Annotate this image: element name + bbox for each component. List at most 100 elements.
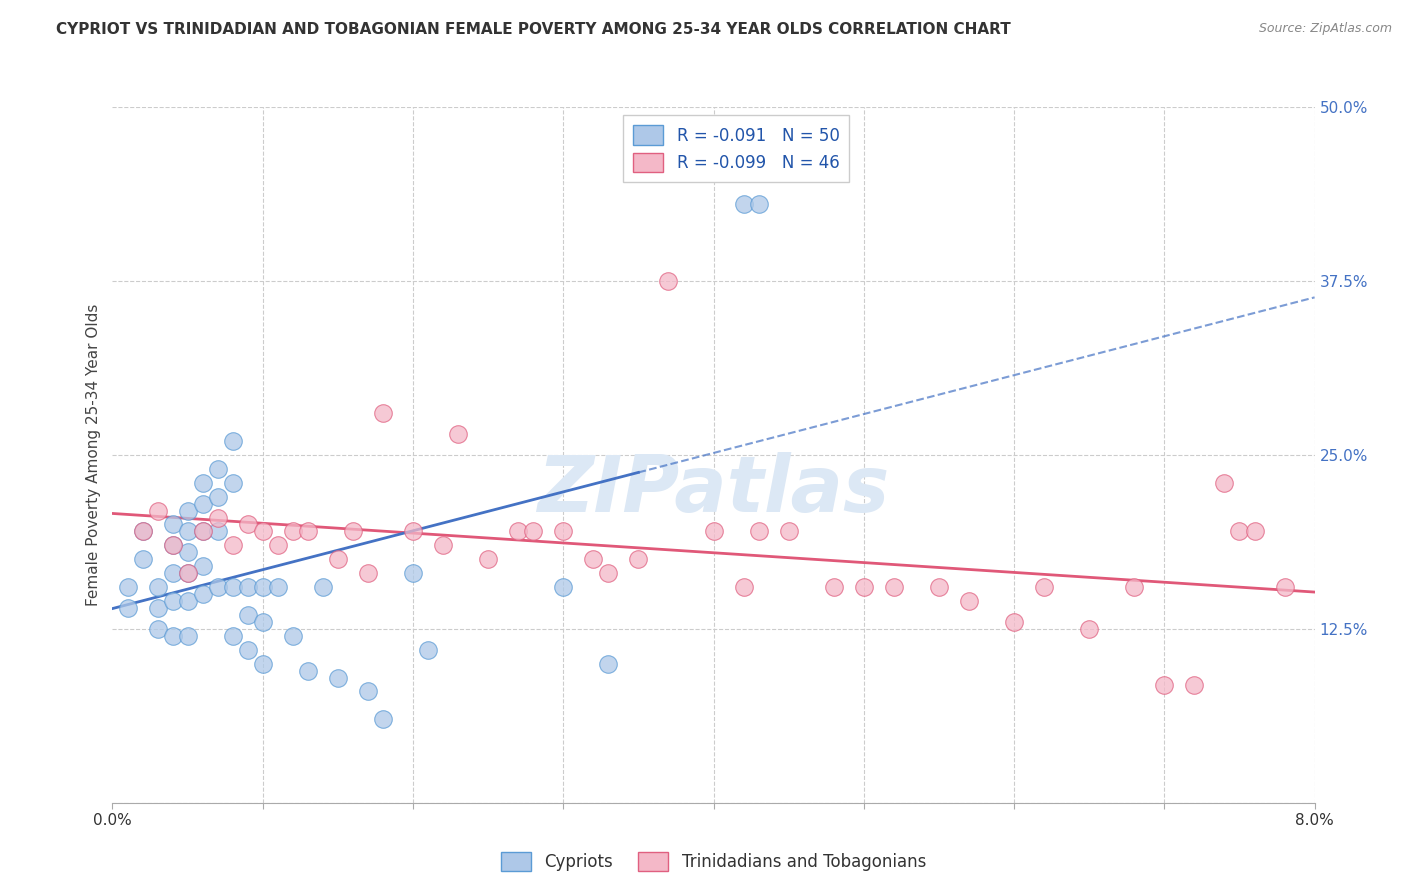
Point: [146, 622, 169, 636]
Point: [222, 434, 245, 448]
Text: CYPRIOT VS TRINIDADIAN AND TOBAGONIAN FEMALE POVERTY AMONG 25-34 YEAR OLDS CORRE: CYPRIOT VS TRINIDADIAN AND TOBAGONIAN FE…: [56, 22, 1011, 37]
Point: [162, 594, 184, 608]
Point: [733, 580, 755, 594]
Point: [702, 524, 725, 539]
Point: [342, 524, 364, 539]
Point: [582, 552, 605, 566]
Point: [191, 524, 214, 539]
Point: [1123, 580, 1146, 594]
Point: [297, 664, 319, 678]
Point: [823, 580, 845, 594]
Point: [1213, 475, 1236, 490]
Point: [222, 580, 245, 594]
Point: [416, 642, 439, 657]
Point: [522, 524, 544, 539]
Point: [207, 580, 229, 594]
Point: [207, 510, 229, 524]
Point: [371, 712, 394, 726]
Point: [297, 524, 319, 539]
Point: [928, 580, 950, 594]
Point: [162, 538, 184, 552]
Point: [627, 552, 650, 566]
Point: [176, 545, 198, 559]
Point: [1243, 524, 1265, 539]
Point: [176, 566, 198, 581]
Point: [222, 538, 245, 552]
Point: [1274, 580, 1296, 594]
Point: [191, 497, 214, 511]
Point: [432, 538, 454, 552]
Point: [371, 406, 394, 420]
Point: [146, 503, 169, 517]
Point: [598, 657, 620, 671]
Point: [312, 580, 335, 594]
Point: [162, 566, 184, 581]
Point: [252, 657, 274, 671]
Y-axis label: Female Poverty Among 25-34 Year Olds: Female Poverty Among 25-34 Year Olds: [86, 304, 101, 606]
Point: [162, 517, 184, 532]
Point: [191, 475, 214, 490]
Point: [778, 524, 800, 539]
Point: [357, 684, 380, 698]
Point: [326, 552, 349, 566]
Point: [748, 524, 770, 539]
Point: [131, 524, 153, 539]
Point: [117, 580, 139, 594]
Point: [252, 615, 274, 629]
Point: [236, 580, 259, 594]
Point: [176, 566, 198, 581]
Point: [477, 552, 499, 566]
Point: [733, 197, 755, 211]
Point: [281, 524, 304, 539]
Point: [236, 607, 259, 622]
Point: [236, 517, 259, 532]
Point: [162, 629, 184, 643]
Point: [117, 601, 139, 615]
Point: [281, 629, 304, 643]
Point: [957, 594, 980, 608]
Point: [176, 629, 198, 643]
Point: [146, 601, 169, 615]
Point: [222, 629, 245, 643]
Point: [657, 274, 679, 288]
Point: [207, 524, 229, 539]
Point: [1002, 615, 1025, 629]
Point: [1153, 677, 1175, 691]
Point: [852, 580, 875, 594]
Point: [1182, 677, 1205, 691]
Point: [252, 524, 274, 539]
Point: [402, 566, 425, 581]
Point: [267, 538, 290, 552]
Point: [326, 671, 349, 685]
Point: [191, 559, 214, 574]
Point: [252, 580, 274, 594]
Point: [131, 552, 153, 566]
Point: [191, 587, 214, 601]
Point: [1078, 622, 1101, 636]
Point: [508, 524, 530, 539]
Point: [131, 524, 153, 539]
Point: [162, 538, 184, 552]
Point: [207, 490, 229, 504]
Point: [267, 580, 290, 594]
Point: [553, 524, 575, 539]
Text: Source: ZipAtlas.com: Source: ZipAtlas.com: [1258, 22, 1392, 36]
Point: [1033, 580, 1056, 594]
Point: [883, 580, 905, 594]
Point: [207, 462, 229, 476]
Legend: Cypriots, Trinidadians and Tobagonians: Cypriots, Trinidadians and Tobagonians: [495, 846, 932, 878]
Text: ZIPatlas: ZIPatlas: [537, 451, 890, 528]
Point: [447, 427, 470, 442]
Point: [176, 594, 198, 608]
Point: [176, 503, 198, 517]
Point: [1229, 524, 1251, 539]
Point: [748, 197, 770, 211]
Point: [402, 524, 425, 539]
Point: [236, 642, 259, 657]
Point: [176, 524, 198, 539]
Point: [598, 566, 620, 581]
Point: [146, 580, 169, 594]
Point: [222, 475, 245, 490]
Point: [553, 580, 575, 594]
Point: [357, 566, 380, 581]
